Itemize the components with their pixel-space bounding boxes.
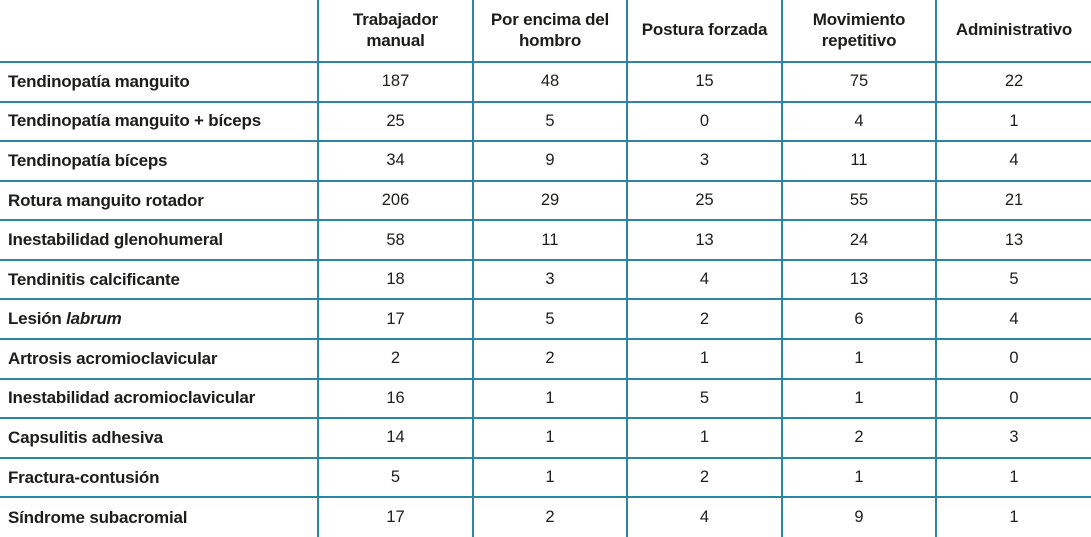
cell-value: 3 (626, 141, 782, 182)
cell-value: 4 (626, 497, 782, 537)
cell-value: 34 (317, 141, 473, 182)
header-row: Trabajador manual Por encima del hombro … (0, 0, 1091, 63)
cell-value: 75 (781, 62, 936, 103)
row-label: Inestabilidad glenohumeral (0, 220, 318, 261)
cell-value: 206 (317, 180, 473, 222)
cell-value: 29 (472, 180, 627, 222)
cell-value: 1 (781, 378, 936, 420)
row-label: Rotura manguito rotador (0, 180, 318, 222)
cell-value: 0 (626, 101, 782, 143)
cell-value: 17 (317, 497, 473, 537)
cell-value: 1 (781, 339, 936, 380)
cell-value: 25 (317, 101, 473, 143)
table-row: Artrosis acromioclavicular 2 2 1 1 0 (0, 339, 1091, 380)
cell-value: 1 (626, 418, 782, 459)
cell-value: 2 (317, 339, 473, 380)
row-label: Capsulitis adhesiva (0, 418, 318, 459)
cell-value: 16 (317, 378, 473, 420)
cell-value: 9 (472, 141, 627, 182)
cell-value: 5 (317, 457, 473, 499)
cell-value: 3 (472, 259, 627, 301)
cell-value: 1 (626, 339, 782, 380)
row-label: Tendinopatía manguito + bíceps (0, 101, 318, 143)
cell-value: 1 (472, 418, 627, 459)
cell-value: 17 (317, 299, 473, 341)
cell-value: 1 (472, 378, 627, 420)
table-row: Inestabilidad glenohumeral 58 11 13 24 1… (0, 220, 1091, 261)
table-row: Inestabilidad acromioclavicular 16 1 5 1… (0, 378, 1091, 420)
row-label: Fractura-contusión (0, 457, 318, 499)
cell-value: 1 (935, 101, 1091, 143)
cell-value: 1 (935, 497, 1091, 537)
cell-value: 2 (626, 457, 782, 499)
cell-value: 18 (317, 259, 473, 301)
row-label: Síndrome subacromial (0, 497, 318, 537)
row-label: Lesión labrum (0, 299, 318, 341)
cell-value: 3 (935, 418, 1091, 459)
cell-value: 13 (935, 220, 1091, 261)
cell-value: 14 (317, 418, 473, 459)
cell-value: 48 (472, 62, 627, 103)
cell-value: 1 (472, 457, 627, 499)
cell-value: 0 (935, 339, 1091, 380)
cell-value: 5 (472, 299, 627, 341)
column-header-por-encima-del-hombro: Por encima del hombro (472, 0, 627, 63)
table-row: Fractura-contusión 5 1 2 1 1 (0, 457, 1091, 499)
table-row: Tendinopatía manguito + bíceps 25 5 0 4 … (0, 101, 1091, 143)
column-header-postura-forzada: Postura forzada (626, 0, 782, 63)
cell-value: 5 (472, 101, 627, 143)
cell-value: 5 (626, 378, 782, 420)
cell-value: 0 (935, 378, 1091, 420)
row-label: Inestabilidad acromioclavicular (0, 378, 318, 420)
cell-value: 25 (626, 180, 782, 222)
cell-value: 22 (935, 62, 1091, 103)
cell-value: 55 (781, 180, 936, 222)
cell-value: 13 (781, 259, 936, 301)
table-row: Tendinitis calcificante 18 3 4 13 5 (0, 259, 1091, 301)
cell-value: 11 (472, 220, 627, 261)
cell-value: 4 (935, 299, 1091, 341)
table-row: Tendinopatía bíceps 34 9 3 11 4 (0, 141, 1091, 182)
cell-value: 1 (781, 457, 936, 499)
cell-value: 15 (626, 62, 782, 103)
cell-value: 21 (935, 180, 1091, 222)
cell-value: 1 (935, 457, 1091, 499)
cell-value: 9 (781, 497, 936, 537)
cell-value: 24 (781, 220, 936, 261)
table-row: Síndrome subacromial 17 2 4 9 1 (0, 497, 1091, 537)
column-header-trabajador-manual: Trabajador manual (317, 0, 473, 63)
cell-value: 4 (626, 259, 782, 301)
cell-value: 13 (626, 220, 782, 261)
italic-term: labrum (66, 309, 122, 329)
table-row: Tendinopatía manguito 187 48 15 75 22 (0, 62, 1091, 103)
cell-value: 2 (472, 497, 627, 537)
column-header-movimiento-repetitivo: Movimiento repetitivo (781, 0, 936, 63)
row-label: Tendinopatía bíceps (0, 141, 318, 182)
row-label: Tendinopatía manguito (0, 62, 318, 103)
column-header-administrativo: Administrativo (935, 0, 1091, 63)
corner-cell (0, 0, 318, 63)
row-label: Artrosis acromioclavicular (0, 339, 318, 380)
cell-value: 2 (781, 418, 936, 459)
cell-value: 4 (781, 101, 936, 143)
cell-value: 187 (317, 62, 473, 103)
cell-value: 2 (472, 339, 627, 380)
cell-value: 6 (781, 299, 936, 341)
cell-value: 2 (626, 299, 782, 341)
cell-value: 5 (935, 259, 1091, 301)
row-label: Tendinitis calcificante (0, 259, 318, 301)
cell-value: 11 (781, 141, 936, 182)
table-row: Capsulitis adhesiva 14 1 1 2 3 (0, 418, 1091, 459)
table-row: Lesión labrum 17 5 2 6 4 (0, 299, 1091, 341)
cell-value: 58 (317, 220, 473, 261)
cell-value: 4 (935, 141, 1091, 182)
table-row: Rotura manguito rotador 206 29 25 55 21 (0, 180, 1091, 222)
